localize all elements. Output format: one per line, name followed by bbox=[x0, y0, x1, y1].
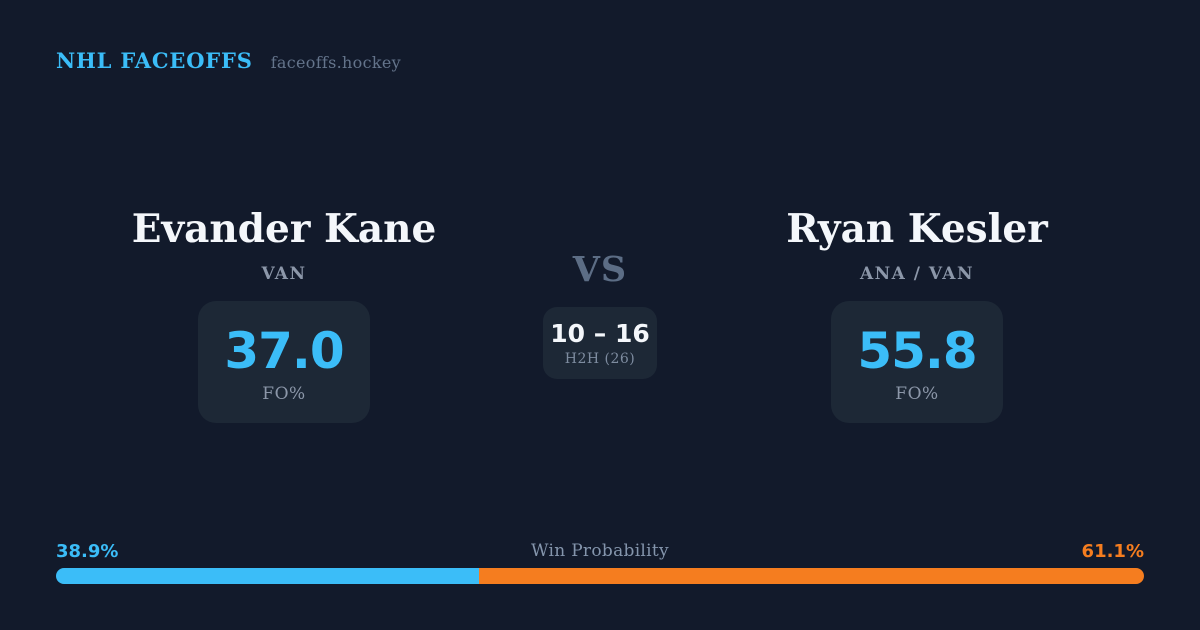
win-probability-bar-left-segment bbox=[56, 568, 480, 584]
left-player-stat-label: FO% bbox=[262, 383, 306, 404]
left-player-faceoff-pct: 37.0 bbox=[224, 321, 344, 380]
head-to-head-count: H2H (26) bbox=[564, 350, 636, 367]
right-player-stat-box: 55.8 FO% bbox=[831, 301, 1003, 423]
right-player-faceoff-pct: 55.8 bbox=[857, 321, 977, 380]
left-player-stat-box: 37.0 FO% bbox=[198, 301, 370, 423]
win-probability-right-pct: 61.1% bbox=[1081, 541, 1144, 562]
header: NHL FACEOFFS faceoffs.hockey bbox=[56, 48, 401, 73]
win-probability-bar bbox=[56, 568, 1144, 584]
right-player-name: Ryan Kesler bbox=[786, 206, 1048, 252]
head-to-head-score: 10 – 16 bbox=[550, 318, 650, 348]
left-player-panel: Evander Kane VAN 37.0 FO% bbox=[114, 205, 454, 423]
versus-panel: VS 10 – 16 H2H (26) bbox=[520, 250, 680, 379]
win-probability-labels: 38.9% Win Probability 61.1% bbox=[56, 541, 1144, 563]
right-player-team: ANA / VAN bbox=[859, 264, 975, 284]
head-to-head-box: 10 – 16 H2H (26) bbox=[543, 307, 657, 379]
win-probability-left-pct: 38.9% bbox=[56, 541, 119, 562]
right-player-panel: Ryan Kesler ANA / VAN 55.8 FO% bbox=[747, 205, 1087, 423]
brand-logo: NHL FACEOFFS bbox=[56, 48, 253, 73]
left-player-name: Evander Kane bbox=[131, 206, 437, 252]
win-probability-bar-right-segment bbox=[479, 568, 1144, 584]
site-url: faceoffs.hockey bbox=[270, 53, 401, 72]
vs-label: VS bbox=[572, 249, 628, 290]
win-probability-title: Win Probability bbox=[531, 541, 669, 561]
left-player-team: VAN bbox=[261, 264, 307, 284]
right-player-stat-label: FO% bbox=[895, 383, 939, 404]
